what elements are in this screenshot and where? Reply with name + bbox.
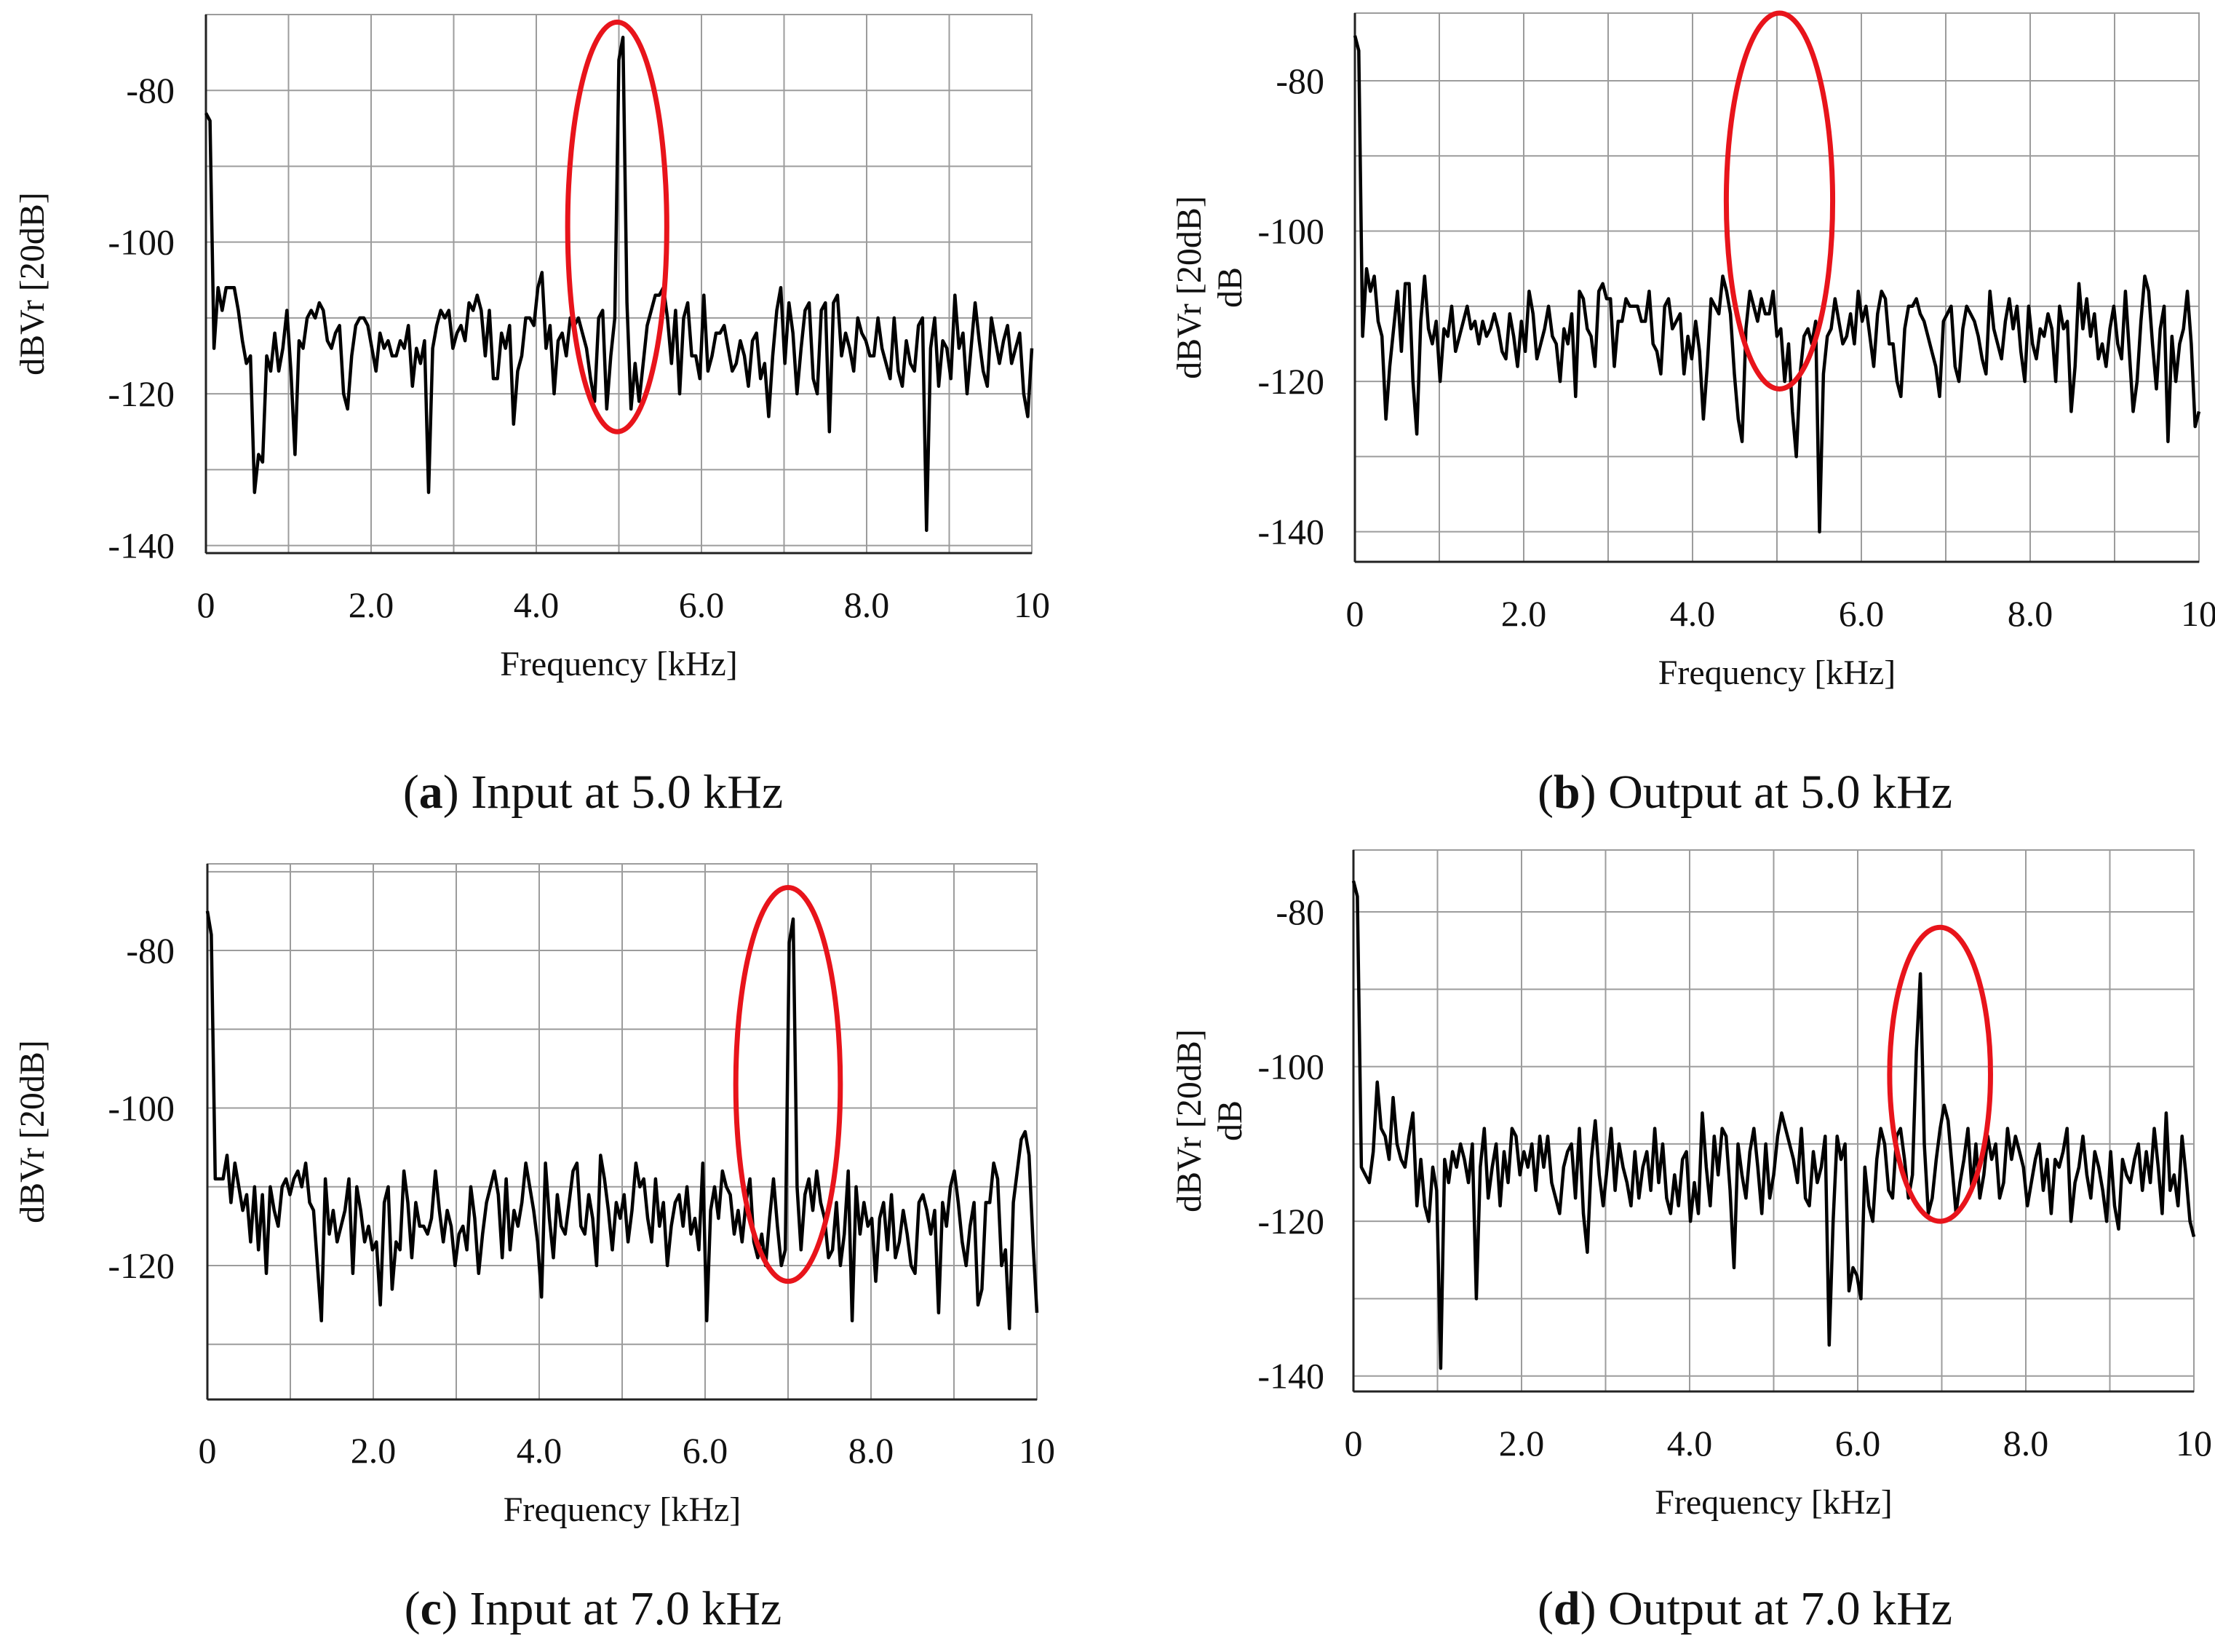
y-tick-label: -120 xyxy=(1257,1201,1324,1242)
y-tick-label: -140 xyxy=(1257,512,1324,552)
caption-paren-open: ( xyxy=(405,1582,421,1635)
caption-paren-close: ) xyxy=(442,1582,469,1635)
x-tick-label: 6.0 xyxy=(1835,1423,1881,1464)
panel-caption: (b) Output at 5.0 kHz xyxy=(1538,766,1952,819)
y-tick-label: -80 xyxy=(1276,891,1324,932)
y-axis-title: dB xyxy=(1211,267,1249,308)
caption-paren-close: ) xyxy=(1580,1582,1608,1635)
x-tick-label: 0 xyxy=(197,584,215,625)
y-tick-label: -100 xyxy=(108,1088,175,1129)
caption-paren-close: ) xyxy=(1580,766,1608,819)
x-tick-label: 2.0 xyxy=(1499,1423,1545,1464)
caption-paren-close: ) xyxy=(443,766,471,819)
x-tick-label: 10 xyxy=(1014,584,1050,625)
peak-highlight-ellipse xyxy=(565,19,669,434)
panel-caption: (d) Output at 7.0 kHz xyxy=(1538,1582,1952,1635)
y-tick-label: -120 xyxy=(1257,361,1324,402)
x-tick-label: 0 xyxy=(1346,593,1364,634)
y-tick-label: -100 xyxy=(108,222,175,263)
x-axis-title: Frequency [kHz] xyxy=(1658,654,1896,692)
y-tick-label: -100 xyxy=(1257,1047,1324,1087)
spectrum-series-line xyxy=(1353,35,2201,533)
peak-highlight-ellipse xyxy=(1887,924,1993,1224)
x-axis-title: Frequency [kHz] xyxy=(1655,1483,1893,1522)
caption-text: Input at 7.0 kHz xyxy=(469,1582,782,1635)
y-axis-title: dBVr [20dB] xyxy=(13,1040,52,1223)
caption-paren-open: ( xyxy=(1538,766,1554,819)
x-tick-label: 4.0 xyxy=(1670,593,1716,634)
y-tick-label: -140 xyxy=(108,525,175,566)
x-tick-label: 4.0 xyxy=(514,584,560,625)
panel-caption: (c) Input at 7.0 kHz xyxy=(405,1582,782,1635)
x-tick-label: 2.0 xyxy=(351,1430,397,1471)
y-tick-label: -120 xyxy=(108,373,175,414)
x-tick-label: 10 xyxy=(2176,1423,2212,1464)
caption-text: Output at 7.0 kHz xyxy=(1608,1582,1952,1635)
x-tick-label: 0 xyxy=(1345,1423,1363,1464)
caption-letter: b xyxy=(1554,766,1580,819)
x-tick-label: 4.0 xyxy=(517,1430,562,1471)
y-tick-label: -140 xyxy=(1257,1356,1324,1397)
y-axis-title: dBVr [20dB] xyxy=(1170,1029,1209,1212)
caption-letter: c xyxy=(421,1582,442,1635)
x-tick-label: 10 xyxy=(2181,593,2215,634)
y-axis-title: dBVr [20dB] xyxy=(1170,196,1209,379)
x-tick-label: 0 xyxy=(199,1430,217,1471)
panel-a: 0 2.0 4.0 6.0 8.0 10 -80 -100 -120 -140 Frequency … xyxy=(13,14,1050,819)
x-tick-label: 8.0 xyxy=(844,584,890,625)
peak-highlight-ellipse xyxy=(1723,10,1836,392)
x-tick-label: 6.0 xyxy=(679,584,725,625)
x-tick-label: 2.0 xyxy=(1501,593,1547,634)
spectrum-series-line xyxy=(204,36,1034,532)
x-tick-label: 8.0 xyxy=(2003,1423,2049,1464)
panel-b: 0 2.0 4.0 6.0 8.0 10 -80 -100 -120 -140 Frequency … xyxy=(1170,10,2215,819)
x-axis-title: Frequency [kHz] xyxy=(500,645,738,683)
caption-letter: a xyxy=(419,766,443,819)
caption-text: Output at 5.0 kHz xyxy=(1608,766,1952,819)
x-tick-label: 8.0 xyxy=(2008,593,2053,634)
caption-letter: d xyxy=(1554,1582,1580,1635)
y-tick-label: -120 xyxy=(108,1245,175,1286)
x-tick-label: 10 xyxy=(1019,1430,1055,1471)
y-tick-label: -100 xyxy=(1257,211,1324,252)
spectrum-series-line xyxy=(205,910,1039,1330)
x-tick-label: 8.0 xyxy=(848,1430,894,1471)
x-tick-label: 4.0 xyxy=(1667,1423,1713,1464)
caption-text: Input at 5.0 kHz xyxy=(471,766,783,819)
y-axis-title: dBVr [20dB] xyxy=(13,192,52,376)
x-axis-title: Frequency [kHz] xyxy=(504,1490,741,1529)
x-tick-label: 2.0 xyxy=(349,584,394,625)
caption-paren-open: ( xyxy=(403,766,419,819)
peak-highlight-ellipse xyxy=(733,884,843,1284)
caption-paren-open: ( xyxy=(1538,1582,1554,1635)
x-tick-label: 6.0 xyxy=(683,1430,728,1471)
panel-c: 0 2.0 4.0 6.0 8.0 10 -80 -100 -120 Frequency [kHz… xyxy=(13,863,1055,1635)
y-tick-label: -80 xyxy=(126,930,175,971)
panel-caption: (a) Input at 5.0 kHz xyxy=(403,766,783,819)
panel-d: 0 2.0 4.0 6.0 8.0 10 -80 -100 -120 -140 Frequency … xyxy=(1170,849,2212,1635)
y-axis-title: dB xyxy=(1211,1100,1249,1141)
y-tick-label: -80 xyxy=(126,70,175,111)
x-tick-label: 6.0 xyxy=(1839,593,1885,634)
y-tick-label: -80 xyxy=(1276,60,1324,101)
spectrum-series-line xyxy=(1351,880,2196,1370)
